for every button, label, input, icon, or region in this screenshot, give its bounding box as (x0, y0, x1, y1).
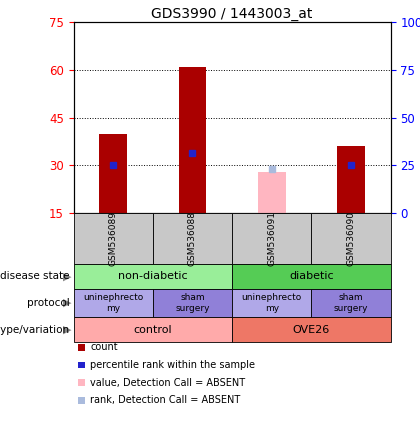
Bar (258, 172, 286, 213)
Text: uninephrecto
my: uninephrecto my (83, 293, 143, 313)
Bar (178, 67, 206, 213)
Text: GSM536090: GSM536090 (346, 211, 355, 266)
Text: count: count (90, 342, 118, 352)
Text: diabetic: diabetic (289, 271, 333, 281)
Text: control: control (134, 325, 172, 335)
Text: GSM536091: GSM536091 (267, 211, 276, 266)
Text: ▶: ▶ (63, 325, 71, 335)
Text: OVE26: OVE26 (293, 325, 330, 335)
Text: sham
surgery: sham surgery (175, 293, 210, 313)
Bar (99, 134, 127, 213)
Text: protocol: protocol (26, 298, 69, 308)
Title: GDS3990 / 1443003_at: GDS3990 / 1443003_at (151, 7, 313, 21)
Text: uninephrecto
my: uninephrecto my (241, 293, 302, 313)
Bar (337, 147, 365, 213)
Text: value, Detection Call = ABSENT: value, Detection Call = ABSENT (90, 378, 245, 388)
Text: rank, Detection Call = ABSENT: rank, Detection Call = ABSENT (90, 396, 241, 405)
Text: percentile rank within the sample: percentile rank within the sample (90, 360, 255, 370)
Text: genotype/variation: genotype/variation (0, 325, 69, 335)
Text: disease state: disease state (0, 271, 69, 281)
Text: non-diabetic: non-diabetic (118, 271, 188, 281)
Text: GSM536088: GSM536088 (188, 211, 197, 266)
Text: GSM536089: GSM536089 (109, 211, 118, 266)
Text: ▶: ▶ (63, 298, 71, 308)
Text: ▶: ▶ (63, 271, 71, 281)
Text: sham
surgery: sham surgery (334, 293, 368, 313)
